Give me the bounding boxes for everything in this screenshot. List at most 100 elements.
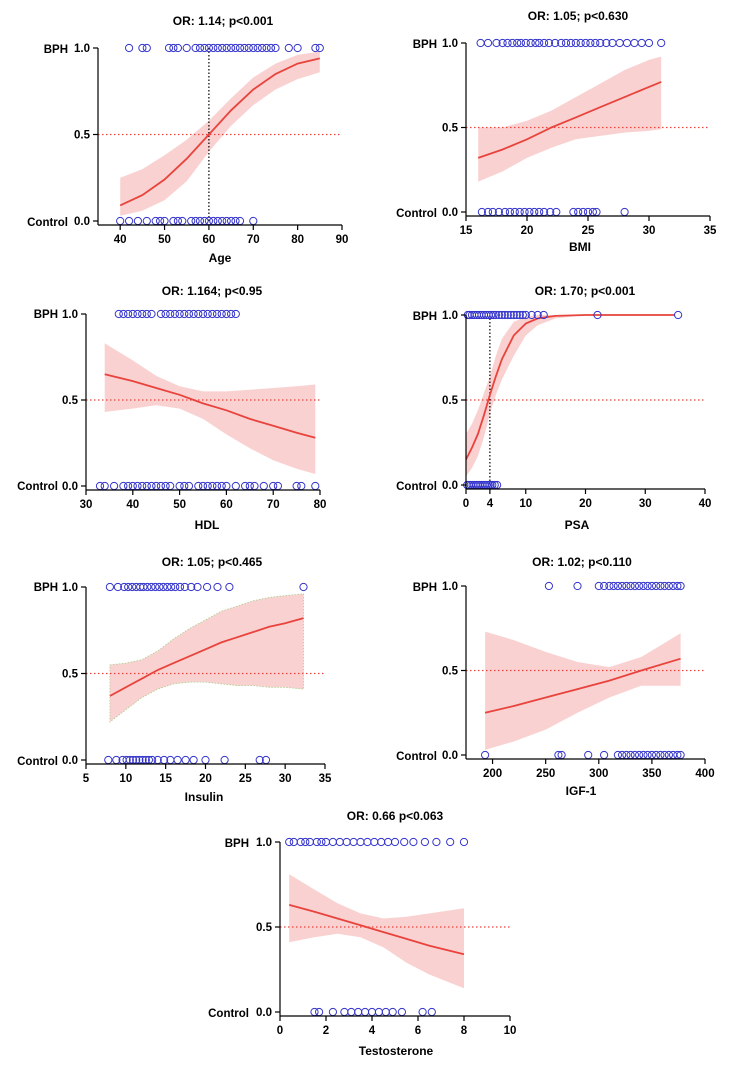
x-tick-label: 90 — [336, 234, 349, 246]
confidence-band — [466, 315, 676, 477]
data-point-bph — [656, 581, 665, 591]
data-point-bph — [513, 38, 522, 48]
category-label-bph: BPH — [413, 39, 437, 51]
data-point-bph — [494, 310, 503, 320]
data-point-control — [664, 750, 674, 760]
category-label-control: Control — [17, 481, 58, 493]
data-point-control — [231, 481, 240, 491]
x-tick-label: 30 — [643, 225, 656, 237]
x-axis-label: Age — [209, 251, 232, 265]
data-point-bph — [420, 837, 429, 847]
data-point-control — [116, 216, 125, 226]
confidence-band — [289, 874, 464, 989]
data-point-bph — [124, 582, 133, 592]
data-point-control — [104, 755, 113, 765]
panel-testosterone: OR: 0.66 p<0.063 BPH Control Testosteron… — [208, 809, 516, 1058]
data-point-bph — [377, 837, 386, 847]
x-tick-label: 35 — [319, 773, 332, 785]
y-tick-label: 0.5 — [442, 395, 459, 407]
x-tick-label: 20 — [521, 225, 534, 237]
data-point-bph — [370, 837, 379, 847]
chart-title: OR: 1.05; p<0.630 — [528, 9, 629, 23]
x-tick-label: 70 — [247, 234, 260, 246]
x-tick-label: 10 — [504, 1025, 517, 1037]
panel-hdl: OR: 1.164; p<0.95 BPH Control HDL 0.0 0.5… — [17, 284, 326, 532]
data-point-bph — [674, 310, 683, 320]
category-label-bph: BPH — [225, 838, 249, 850]
data-point-bph — [363, 837, 372, 847]
data-point-bph — [200, 43, 209, 53]
data-point-bph — [180, 582, 189, 592]
x-axis-label: Insulin — [185, 790, 224, 804]
data-point-bph — [184, 309, 194, 319]
data-point-bph — [586, 38, 595, 48]
data-point-bph — [163, 582, 172, 592]
data-point-bph — [609, 581, 618, 591]
data-point-bph — [173, 43, 182, 53]
x-tick-label: 70 — [267, 499, 280, 511]
x-tick-label: 80 — [314, 499, 327, 511]
data-point-bph — [312, 837, 321, 847]
data-point-control — [397, 1007, 406, 1017]
data-point-bph — [516, 38, 526, 48]
data-point-control — [340, 1007, 349, 1017]
data-point-bph — [618, 581, 627, 591]
x-tick-label: 25 — [582, 225, 595, 237]
x-tick-label: 200 — [483, 768, 502, 780]
data-point-bph — [613, 581, 623, 591]
data-point-control — [222, 481, 231, 491]
data-point-bph — [643, 581, 652, 591]
data-point-bph — [293, 43, 302, 53]
data-point-bph — [156, 309, 165, 319]
data-point-bph — [299, 582, 308, 592]
data-point-bph — [593, 310, 602, 320]
data-point-control — [669, 750, 678, 760]
data-point-bph — [509, 310, 518, 320]
data-point-bph — [533, 310, 542, 320]
data-point-bph — [231, 43, 240, 53]
data-point-bph — [544, 38, 554, 48]
data-point-control — [125, 216, 134, 226]
data-point-control — [618, 750, 627, 760]
data-point-bph — [284, 43, 293, 53]
data-point-bph — [521, 38, 530, 48]
data-point-bph — [626, 581, 635, 591]
data-point-bph — [258, 43, 267, 53]
data-point-bph — [491, 310, 500, 320]
data-point-bph — [512, 310, 521, 320]
y-tick-label: 0.5 — [74, 130, 91, 142]
x-tick-label: 60 — [220, 499, 233, 511]
x-tick-label: 30 — [279, 773, 292, 785]
data-point-bph — [143, 582, 152, 592]
data-point-bph — [476, 38, 485, 48]
y-tick-label: 0.5 — [62, 669, 79, 681]
data-point-bph — [142, 43, 151, 53]
x-tick-label: 4 — [487, 498, 494, 510]
y-tick-label: 0.0 — [442, 480, 458, 492]
data-point-bph — [191, 43, 200, 53]
data-point-bph — [400, 837, 409, 847]
data-point-bph — [317, 837, 326, 847]
data-point-bph — [328, 837, 337, 847]
x-tick-label: 0 — [463, 498, 469, 510]
data-point-bph — [138, 43, 147, 53]
data-point-bph — [539, 310, 548, 320]
y-tick-label: 0.5 — [442, 666, 459, 678]
data-point-bph — [647, 581, 657, 591]
data-point-bph — [235, 43, 245, 53]
data-point-bph — [204, 43, 213, 53]
data-point-bph — [630, 581, 640, 591]
data-point-control — [418, 1007, 427, 1017]
data-point-bph — [571, 38, 580, 48]
data-point-bph — [225, 582, 234, 592]
x-tick-label: 20 — [579, 498, 592, 510]
x-tick-label: 30 — [639, 498, 652, 510]
y-tick-label: 0.0 — [62, 481, 78, 493]
x-tick-label: 10 — [119, 773, 132, 785]
data-point-bph — [289, 837, 298, 847]
data-point-bph — [203, 582, 212, 592]
fit-curve — [465, 314, 676, 460]
data-point-bph — [506, 310, 515, 320]
data-point-bph — [175, 582, 185, 592]
data-point-control — [189, 755, 198, 765]
